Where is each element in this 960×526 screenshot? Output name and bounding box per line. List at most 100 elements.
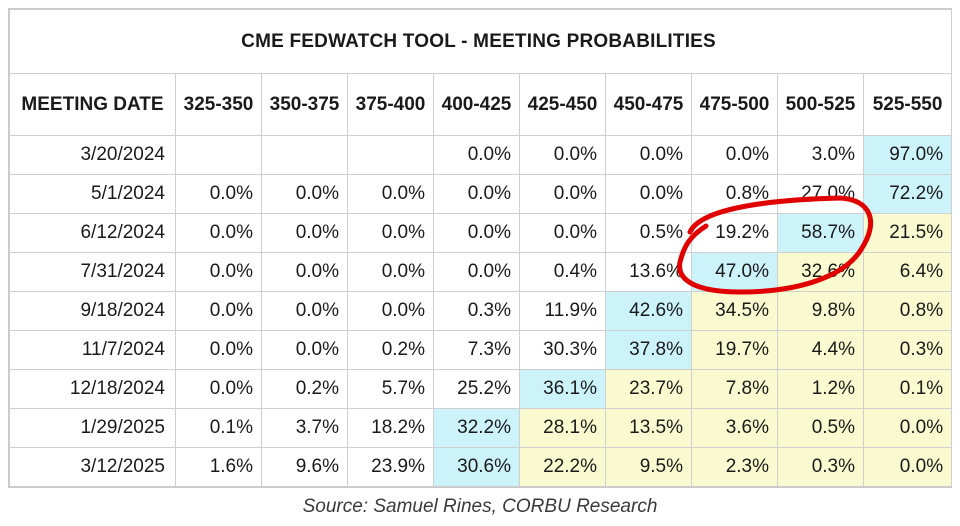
probability-cell: 32.6% <box>777 252 864 292</box>
probability-cell: 0.1% <box>175 408 262 448</box>
table-row: 5/1/2024 0.0% 0.0% 0.0% 0.0% 0.0% 0.0% 0.8% 27.0… <box>9 174 953 214</box>
probability-cell: 30.6% <box>433 447 520 487</box>
probability-cell: 37.8% <box>605 330 692 370</box>
probability-cell: 3.0% <box>777 135 864 175</box>
probability-cell: 0.0% <box>175 291 262 331</box>
probabilities-table: CME FEDWATCH TOOL - MEETING PROBABILITIE… <box>8 9 953 487</box>
probability-cell <box>261 135 348 175</box>
meeting-date-cell: 7/31/2024 <box>9 252 176 292</box>
probability-cell: 0.0% <box>175 174 262 214</box>
probability-cell: 5.7% <box>347 369 434 409</box>
probability-cell: 27.0% <box>777 174 864 214</box>
probability-cell: 4.4% <box>777 330 864 370</box>
probability-cell: 0.0% <box>519 213 606 253</box>
probability-cell: 0.0% <box>261 174 348 214</box>
probability-cell: 6.4% <box>862 252 953 292</box>
probability-cell: 0.0% <box>605 135 692 175</box>
probability-cell: 32.2% <box>433 408 520 448</box>
probability-cell: 19.2% <box>691 213 778 253</box>
probability-cell: 0.0% <box>347 174 434 214</box>
meeting-date-cell: 3/12/2025 <box>9 447 176 487</box>
column-header: 325-350 <box>175 73 262 136</box>
probability-cell: 0.0% <box>347 252 434 292</box>
table-row: 12/18/2024 0.0% 0.2% 5.7% 25.2% 36.1% 23.7% 7.8… <box>9 369 953 409</box>
probability-cell: 47.0% <box>691 252 778 292</box>
probability-cell: 0.3% <box>433 291 520 331</box>
probability-cell: 0.0% <box>261 252 348 292</box>
probability-cell: 0.0% <box>519 135 606 175</box>
probability-cell: 97.0% <box>862 135 953 175</box>
probability-cell: 9.6% <box>261 447 348 487</box>
probability-cell: 0.0% <box>691 135 778 175</box>
column-header: 475-500 <box>691 73 778 136</box>
meeting-date-cell: 3/20/2024 <box>9 135 176 175</box>
probability-cell: 1.6% <box>175 447 262 487</box>
meeting-date-cell: 1/29/2025 <box>9 408 176 448</box>
probability-cell: 0.3% <box>862 330 953 370</box>
column-header: 425-450 <box>519 73 606 136</box>
probability-cell: 0.0% <box>261 330 348 370</box>
probability-cell: 36.1% <box>519 369 606 409</box>
probability-cell: 34.5% <box>691 291 778 331</box>
meeting-date-cell: 12/18/2024 <box>9 369 176 409</box>
probability-cell: 0.1% <box>862 369 953 409</box>
probability-cell: 0.0% <box>175 252 262 292</box>
column-header: 500-525 <box>777 73 864 136</box>
probability-cell: 7.8% <box>691 369 778 409</box>
table-row: 6/12/2024 0.0% 0.0% 0.0% 0.0% 0.0% 0.5% 19.2% 58… <box>9 213 953 253</box>
column-header: 400-425 <box>433 73 520 136</box>
probability-cell: 23.7% <box>605 369 692 409</box>
title-row: CME FEDWATCH TOOL - MEETING PROBABILITIE… <box>8 9 953 74</box>
meeting-date-cell: 5/1/2024 <box>9 174 176 214</box>
meeting-date-cell: 9/18/2024 <box>9 291 176 331</box>
probabilities-table-frame: CME FEDWATCH TOOL - MEETING PROBABILITIE… <box>8 8 953 488</box>
probability-cell: 0.0% <box>519 174 606 214</box>
probability-cell: 0.0% <box>347 291 434 331</box>
probability-cell: 0.0% <box>261 213 348 253</box>
probability-cell: 7.3% <box>433 330 520 370</box>
probability-cell: 9.5% <box>605 447 692 487</box>
meeting-date-cell: 6/12/2024 <box>9 213 176 253</box>
probability-cell: 72.2% <box>862 174 953 214</box>
probability-cell: 0.0% <box>175 213 262 253</box>
column-header: 375-400 <box>347 73 434 136</box>
probability-cell: 18.2% <box>347 408 434 448</box>
table-title: CME FEDWATCH TOOL - MEETING PROBABILITIE… <box>8 9 953 74</box>
probability-cell: 1.2% <box>777 369 864 409</box>
probability-cell: 11.9% <box>519 291 606 331</box>
probability-cell: 21.5% <box>862 213 953 253</box>
probability-cell <box>347 135 434 175</box>
table-row: 11/7/2024 0.0% 0.0% 0.2% 7.3% 30.3% 37.8% 19.7%… <box>9 330 953 370</box>
probability-cell: 9.8% <box>777 291 864 331</box>
probability-cell: 0.0% <box>261 291 348 331</box>
probability-cell: 58.7% <box>777 213 864 253</box>
column-header-row: MEETING DATE 325-350 350-375 375-400 400-42… <box>9 73 953 136</box>
probability-cell: 28.1% <box>519 408 606 448</box>
probability-cell: 0.0% <box>347 213 434 253</box>
probability-cell: 42.6% <box>605 291 692 331</box>
table-row: 3/20/2024 0.0% 0.0% 0.0% 0.0% 3.0% 97.0% <box>9 135 953 175</box>
probability-cell: 25.2% <box>433 369 520 409</box>
probability-cell: 0.5% <box>777 408 864 448</box>
probability-cell: 0.0% <box>862 447 953 487</box>
probability-cell: 22.2% <box>519 447 606 487</box>
probability-cell: 3.6% <box>691 408 778 448</box>
probability-cell: 0.0% <box>175 330 262 370</box>
source-note: Source: Samuel Rines, CORBU Research <box>302 496 658 517</box>
probability-cell: 0.0% <box>433 252 520 292</box>
probability-cell: 0.2% <box>261 369 348 409</box>
probability-cell: 3.7% <box>261 408 348 448</box>
probability-cell: 2.3% <box>691 447 778 487</box>
probability-cell: 13.6% <box>605 252 692 292</box>
probability-cell: 0.0% <box>433 174 520 214</box>
table-row: 3/12/2025 1.6% 9.6% 23.9% 30.6% 22.2% 9.5% 2.3%… <box>9 447 953 487</box>
probability-cell: 0.2% <box>347 330 434 370</box>
column-header: 450-475 <box>605 73 692 136</box>
probability-cell: 0.0% <box>175 369 262 409</box>
probability-cell: 0.0% <box>605 174 692 214</box>
probability-cell: 19.7% <box>691 330 778 370</box>
probability-cell: 30.3% <box>519 330 606 370</box>
table-row: 1/29/2025 0.1% 3.7% 18.2% 32.2% 28.1% 13.5% 3.6… <box>9 408 953 448</box>
table-row: 7/31/2024 0.0% 0.0% 0.0% 0.0% 0.4% 13.6% 47.0% 3… <box>9 252 953 292</box>
probability-cell: 0.0% <box>862 408 953 448</box>
